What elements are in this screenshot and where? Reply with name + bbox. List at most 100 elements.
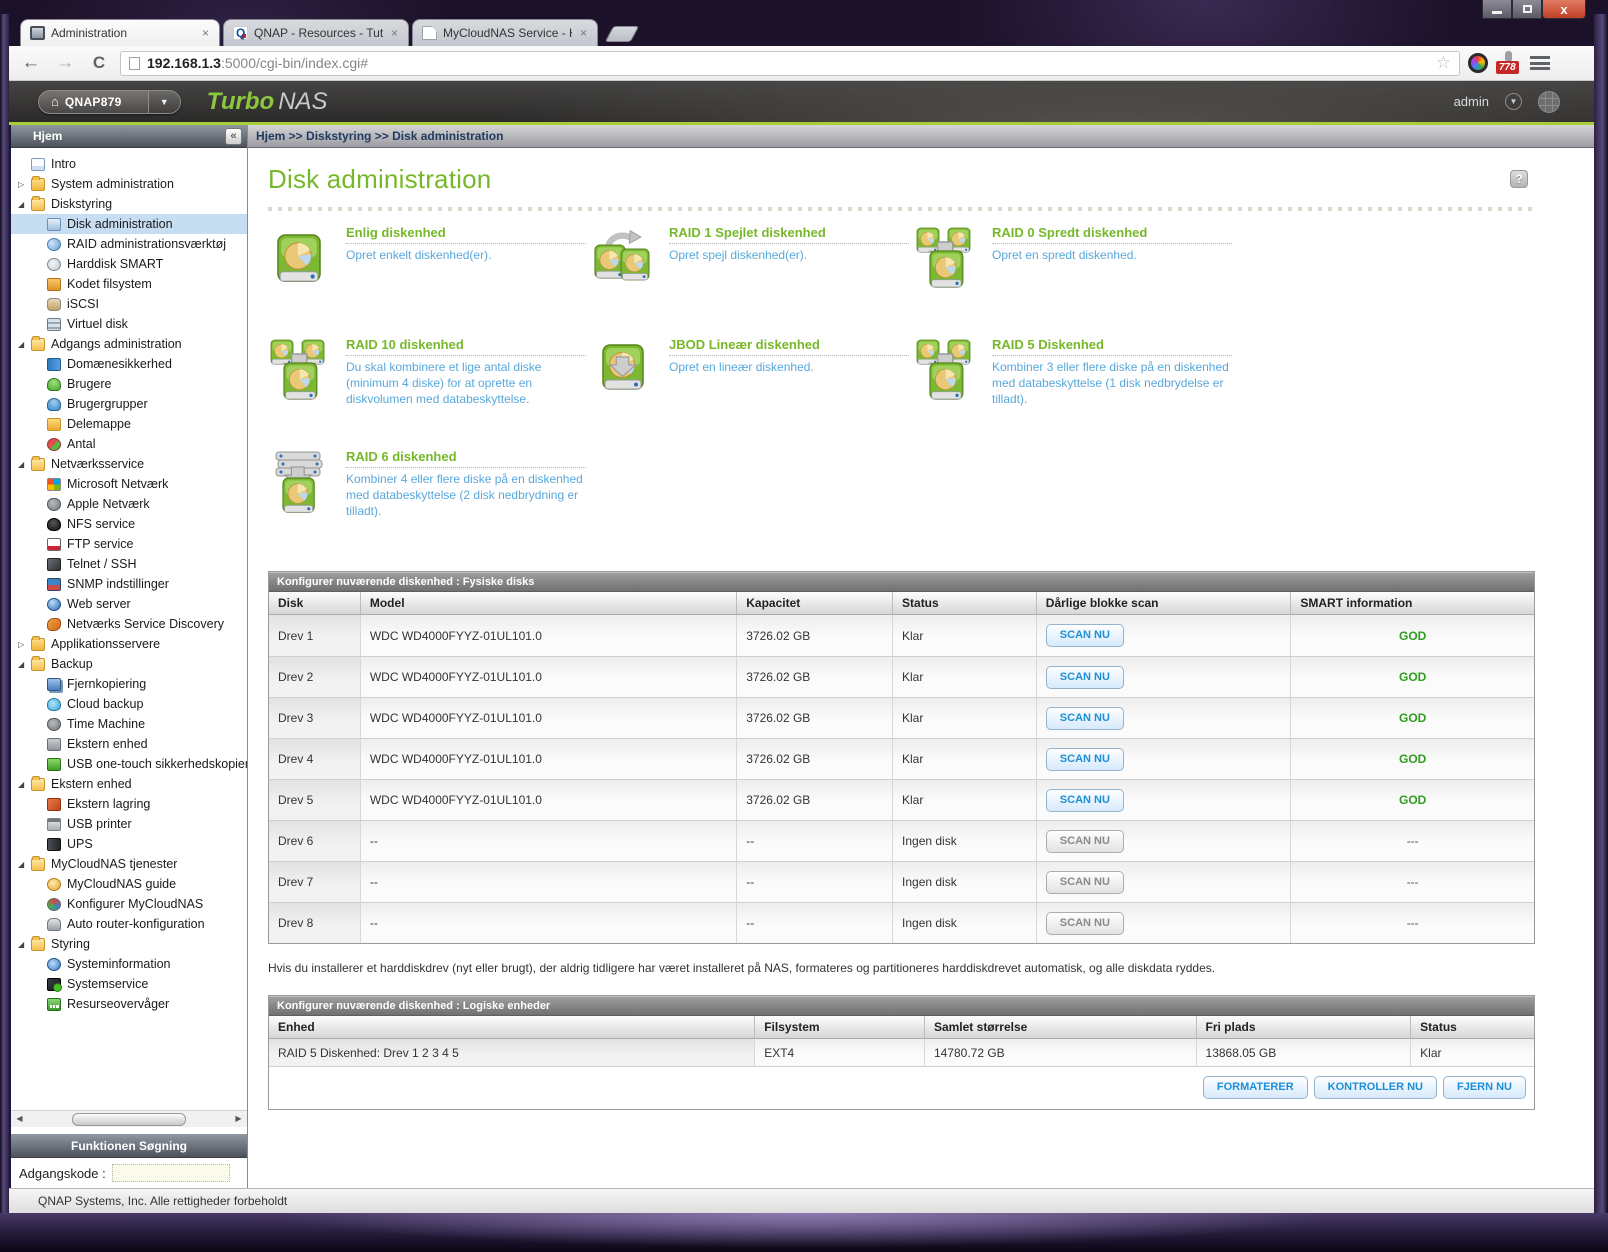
password-input[interactable] (111, 1164, 230, 1182)
volume-option[interactable]: RAID 6 diskenhed Kombiner 4 eller flere d… (270, 449, 593, 545)
bookmark-star-icon[interactable]: ☆ (1435, 53, 1451, 72)
sidebar-item[interactable]: FTP service (11, 534, 247, 554)
browser-tab[interactable]: Administration × (20, 19, 220, 46)
sidebar-item[interactable]: Intro (11, 154, 247, 174)
sidebar-folder[interactable]: ◢ MyCloudNAS tjenester (11, 854, 247, 874)
back-button[interactable]: ← (21, 52, 41, 73)
extension-icon[interactable] (1468, 53, 1488, 73)
browser-menu-icon[interactable] (1530, 56, 1550, 70)
tree-expand-icon[interactable]: ◢ (18, 459, 25, 469)
scan-now-button[interactable]: SCAN NU (1045, 829, 1124, 853)
sidebar-collapse-button[interactable]: « (225, 128, 242, 145)
sidebar-item[interactable]: USB printer (11, 814, 247, 834)
extension-badge[interactable]: 778 (1496, 51, 1522, 74)
language-globe-icon[interactable] (1538, 90, 1560, 113)
tree-expand-icon[interactable]: ◢ (18, 779, 25, 789)
scan-now-button[interactable]: SCAN NU (1045, 624, 1124, 647)
volume-option[interactable]: JBOD Lineær diskenhed Opret en lineær dis… (593, 337, 916, 433)
tree-expand-icon[interactable]: ▷ (18, 639, 25, 649)
tree-expand-icon[interactable]: ◢ (18, 659, 25, 669)
sidebar-item[interactable]: Apple Netværk (11, 494, 247, 514)
volume-option[interactable]: RAID 5 Diskenhed Kombiner 3 eller flere d… (916, 337, 1239, 433)
sidebar-folder[interactable]: ◢ Adgangs administration (11, 334, 247, 354)
sidebar-item[interactable]: Ekstern lagring (11, 794, 247, 814)
device-dropdown-button[interactable]: ▼ (147, 90, 180, 113)
volume-option-title[interactable]: RAID 10 diskenhed (346, 337, 586, 356)
sidebar-item[interactable]: SNMP indstillinger (11, 574, 247, 594)
scan-now-button[interactable]: SCAN NU (1045, 665, 1124, 689)
sidebar-item[interactable]: Telnet / SSH (11, 554, 247, 574)
sidebar-folder[interactable]: ◢ Netværksservice (11, 454, 247, 474)
tree-expand-icon[interactable]: ▷ (18, 179, 25, 189)
scan-now-button[interactable]: SCAN NU (1045, 788, 1124, 812)
sidebar-item[interactable]: Microsoft Netværk (11, 474, 247, 494)
volume-option[interactable]: Enlig diskenhed Opret enkelt diskenhed(er… (270, 225, 593, 321)
sidebar-item[interactable]: Fjernkopiering (11, 674, 247, 694)
sidebar-horizontal-scrollbar[interactable]: ◀ ▶ (11, 1110, 247, 1127)
scan-now-button[interactable]: SCAN NU (1045, 911, 1124, 935)
volume-option-title[interactable]: RAID 0 Spredt diskenhed (992, 225, 1232, 244)
sidebar-item[interactable]: NFS service (11, 514, 247, 534)
remove-now-button[interactable]: FJERN NU (1442, 1076, 1526, 1099)
sidebar-item[interactable]: Harddisk SMART (11, 254, 247, 274)
volume-option-title[interactable]: Enlig diskenhed (346, 225, 586, 244)
sidebar-item[interactable]: Cloud backup (11, 694, 247, 714)
forward-button[interactable]: → (55, 52, 75, 73)
tab-close-icon[interactable]: × (579, 26, 587, 40)
sidebar-item[interactable]: Brugergrupper (11, 394, 247, 414)
tab-close-icon[interactable]: × (390, 26, 398, 40)
tree-expand-icon[interactable]: ◢ (18, 939, 25, 949)
format-button[interactable]: FORMATERER (1202, 1076, 1308, 1099)
scan-now-button[interactable]: SCAN NU (1045, 706, 1124, 730)
sidebar-item[interactable]: Kodet filsystem (11, 274, 247, 294)
sidebar-item[interactable]: Domænesikkerhed (11, 354, 247, 374)
new-tab-button[interactable] (604, 26, 640, 42)
help-button[interactable]: ? (1510, 170, 1528, 188)
scroll-right-icon[interactable]: ▶ (235, 1114, 242, 1123)
browser-tab[interactable]: QNAP - Resources - Tutor × (223, 19, 409, 46)
tab-close-icon[interactable]: × (201, 26, 209, 40)
sidebar-folder[interactable]: ▷ System administration (11, 174, 247, 194)
scrollbar-track[interactable] (28, 1112, 230, 1126)
maximize-button[interactable] (1512, 0, 1542, 19)
sidebar-item[interactable]: Netværks Service Discovery (11, 614, 247, 634)
tree-expand-icon[interactable]: ◢ (18, 339, 25, 349)
user-menu-button[interactable]: ▼ (1505, 93, 1522, 110)
sidebar-item[interactable]: Antal (11, 434, 247, 454)
volume-option-title[interactable]: RAID 6 diskenhed (346, 449, 586, 468)
check-now-button[interactable]: KONTROLLER NU (1313, 1076, 1437, 1099)
minimize-button[interactable] (1482, 0, 1512, 19)
sidebar-item[interactable]: iSCSI (11, 294, 247, 314)
volume-option[interactable]: RAID 0 Spredt diskenhed Opret en spredt d… (916, 225, 1239, 321)
close-button[interactable]: x (1542, 0, 1586, 19)
sidebar-folder[interactable]: ◢ Ekstern enhed (11, 774, 247, 794)
scan-now-button[interactable]: SCAN NU (1045, 747, 1124, 771)
sidebar-item[interactable]: Brugere (11, 374, 247, 394)
sidebar-item[interactable]: Auto router-konfiguration (11, 914, 247, 934)
scrollbar-thumb[interactable] (72, 1112, 186, 1126)
tree-expand-icon[interactable]: ◢ (18, 859, 25, 869)
sidebar-item[interactable]: Systemservice (11, 974, 247, 994)
sidebar-item[interactable]: Resurseovervåger (11, 994, 247, 1014)
browser-tab[interactable]: MyCloudNAS Service - Ho × (412, 19, 598, 46)
tree-expand-icon[interactable]: ◢ (18, 199, 25, 209)
sidebar-item[interactable]: Delemappe (11, 414, 247, 434)
volume-option[interactable]: RAID 1 Spejlet diskenhed Opret spejl disk… (593, 225, 916, 321)
volume-option-title[interactable]: RAID 1 Spejlet diskenhed (669, 225, 909, 244)
reload-button[interactable]: C (92, 53, 106, 72)
sidebar-item[interactable]: UPS (11, 834, 247, 854)
sidebar-item[interactable]: Konfigurer MyCloudNAS (11, 894, 247, 914)
sidebar-item[interactable]: Web server (11, 594, 247, 614)
volume-option-title[interactable]: JBOD Lineær diskenhed (669, 337, 909, 356)
scroll-left-icon[interactable]: ◀ (16, 1114, 23, 1123)
sidebar-folder[interactable]: ▷ Applikationsservere (11, 634, 247, 654)
sidebar-item[interactable]: Time Machine (11, 714, 247, 734)
sidebar-item[interactable]: Ekstern enhed (11, 734, 247, 754)
sidebar-item[interactable]: Systeminformation (11, 954, 247, 974)
sidebar-folder[interactable]: ◢ Styring (11, 934, 247, 954)
device-button[interactable]: ⌂ QNAP879 (39, 91, 148, 113)
sidebar-folder[interactable]: ◢ Backup (11, 654, 247, 674)
sidebar-item[interactable]: Disk administration (11, 214, 247, 234)
sidebar-item[interactable]: USB one-touch sikkerhedskopierin (11, 754, 247, 774)
sidebar-item[interactable]: MyCloudNAS guide (11, 874, 247, 894)
